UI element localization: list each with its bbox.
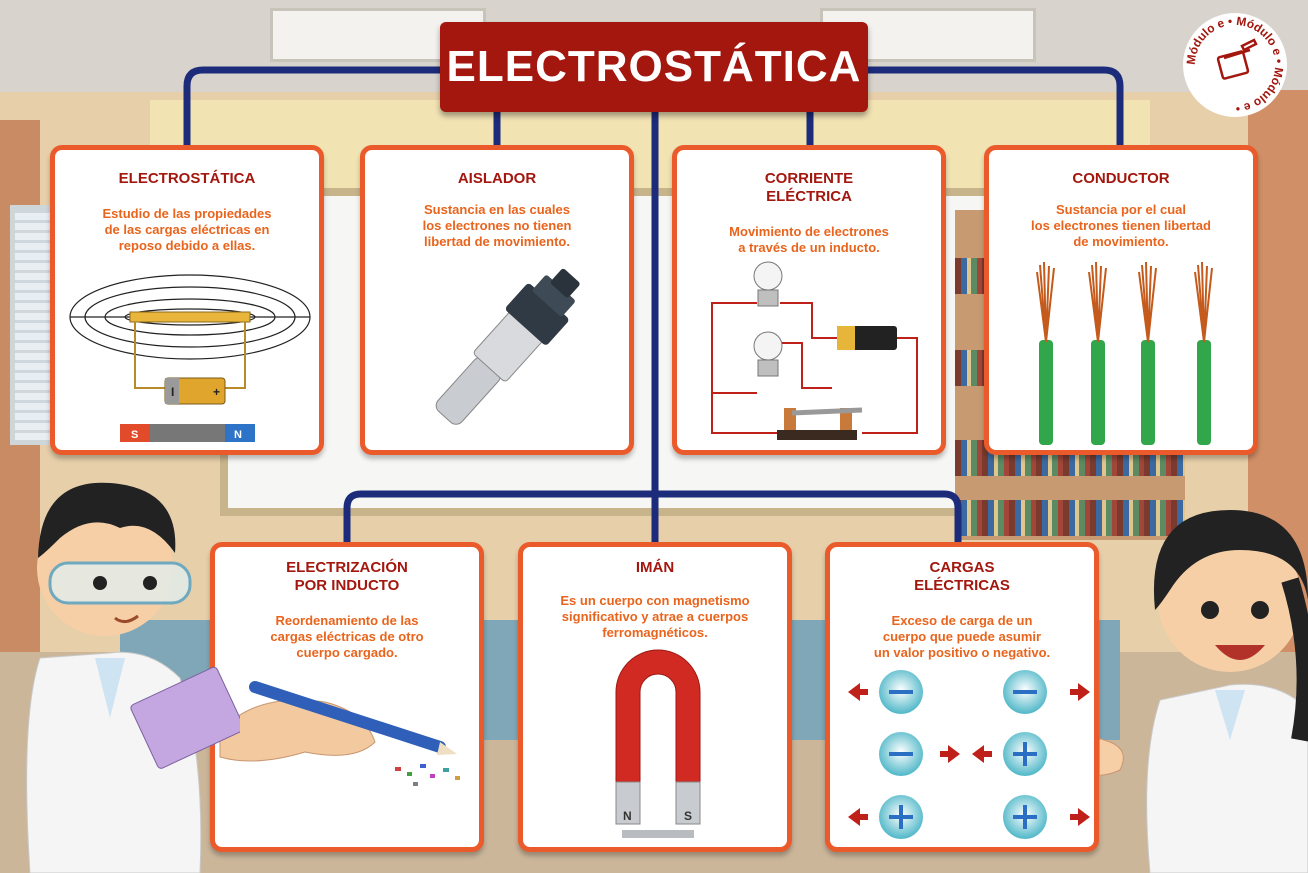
magnet-label-n: N — [623, 809, 632, 823]
card-text-line: cuerpo cargado. — [296, 645, 398, 660]
card-description: Exceso de carga de un cuerpo que puede a… — [838, 613, 1086, 661]
card-aislador: AISLADOR Sustancia en las cuales los ele… — [360, 145, 634, 455]
insulator-cable-connector-icon — [435, 268, 580, 425]
card-title-line: AISLADOR — [457, 170, 537, 187]
card-description: Reordenamiento de las cargas eléctricas … — [223, 613, 471, 661]
charge-row-positive-repel — [848, 795, 1090, 839]
card-text-line: cargas eléctricas de otro — [270, 629, 424, 644]
card-conductor: CONDUCTOR Sustancia por el cual los elec… — [984, 145, 1258, 455]
page-title: ELECTROSTÁTICA — [446, 42, 862, 91]
card-title-line: IMÁN — [635, 559, 675, 576]
card-title-line: ELECTROSTÁTICA — [118, 170, 256, 187]
card-text-line: libertad de movimiento. — [424, 234, 570, 249]
horseshoe-magnet-icon: N S — [615, 649, 701, 838]
card-title: CARGAS ELÉCTRICAS — [830, 559, 1094, 595]
magnet-label-s: S — [684, 809, 692, 823]
card-title: AISLADOR — [365, 170, 629, 188]
card-title-line: ELÉCTRICAS — [914, 577, 1010, 594]
card-text-line: cuerpo que puede asumir — [882, 629, 1042, 644]
card-text-line: Estudio de las propiedades — [102, 206, 272, 221]
card-title-line: CORRIENTE — [764, 170, 854, 187]
card-description: Es un cuerpo con magnetismo significativ… — [531, 593, 779, 641]
card-text-line: de las cargas eléctricas en — [104, 222, 270, 237]
card-text-line: Exceso de carga de un — [891, 613, 1033, 628]
card-title-line: ELÉCTRICA — [766, 188, 852, 205]
copper-wires-icon — [1036, 261, 1213, 445]
hand-pencil-paper-bits-icon — [219, 681, 460, 786]
card-corriente-electrica: CORRIENTE ELÉCTRICA Movimiento de electr… — [672, 145, 946, 455]
charge-row-negative-repel — [848, 670, 1090, 714]
card-text-line: de movimiento. — [1073, 234, 1169, 249]
card-text-line: a través de un inducto. — [738, 240, 880, 255]
card-title: ELECTRIZACIÓN POR INDUCTO — [215, 559, 479, 595]
card-text-line: los electrones no tienen — [422, 218, 572, 233]
card-text-line: Es un cuerpo con magnetismo — [560, 593, 750, 608]
card-text-line: los electrones tienen libertad — [1031, 218, 1211, 233]
charge-row-opposite-attract — [879, 732, 1047, 776]
magnet-label-n: N — [234, 429, 242, 441]
card-title: CORRIENTE ELÉCTRICA — [677, 170, 941, 206]
svg-text:I: I — [171, 385, 174, 399]
card-description: Estudio de las propiedades de las cargas… — [63, 206, 311, 254]
modulo-e-logo: Módulo e • Módulo e • Módulo e • — [1183, 13, 1287, 117]
card-text-line: reposo debido a ellas. — [118, 238, 256, 253]
card-text-line: un valor positivo o negativo. — [873, 645, 1051, 660]
title-banner: ELECTROSTÁTICA — [440, 22, 868, 112]
card-text-line: Movimiento de electrones — [729, 224, 889, 239]
card-cargas-electricas: CARGAS ELÉCTRICAS Exceso de carga de un … — [825, 542, 1099, 852]
card-title: ELECTROSTÁTICA — [55, 170, 319, 188]
circuit-bulbs-battery-switch-icon — [711, 261, 918, 440]
card-title-line: CARGAS — [929, 559, 995, 576]
card-electrostatica: ELECTROSTÁTICA Estudio de las propiedade… — [50, 145, 324, 455]
card-title-line: CONDUCTOR — [1072, 170, 1170, 187]
magnetic-field-lines-battery-magnet-icon: I + S N — [69, 274, 311, 442]
card-title-line: ELECTRIZACIÓN — [286, 559, 408, 576]
card-text-line: significativo y atrae a cuerpos — [561, 609, 749, 624]
card-text-line: ferromagnéticos. — [602, 625, 708, 640]
card-title: CONDUCTOR — [989, 170, 1253, 188]
svg-text:+: + — [213, 385, 220, 399]
girl-scientist-illustration — [1100, 510, 1308, 873]
card-description: Movimiento de electrones a través de un … — [685, 224, 933, 256]
charge-interaction-icon — [848, 670, 1090, 839]
notebook-pencil-icon — [1216, 38, 1258, 80]
card-iman: IMÁN Es un cuerpo con magnetismo signifi… — [518, 542, 792, 852]
card-title: IMÁN — [523, 559, 787, 577]
card-text-line: Sustancia en las cuales — [424, 202, 570, 217]
card-description: Sustancia por el cual los electrones tie… — [997, 202, 1245, 250]
card-electrizacion-por-inducto: ELECTRIZACIÓN POR INDUCTO Reordenamiento… — [210, 542, 484, 852]
card-description: Sustancia en las cuales los electrones n… — [373, 202, 621, 250]
card-text-line: Reordenamiento de las — [275, 613, 419, 628]
boy-scientist-illustration — [26, 482, 240, 873]
magnet-label-s: S — [131, 429, 138, 441]
card-title-line: POR INDUCTO — [294, 577, 400, 594]
card-text-line: Sustancia por el cual — [1055, 202, 1187, 217]
